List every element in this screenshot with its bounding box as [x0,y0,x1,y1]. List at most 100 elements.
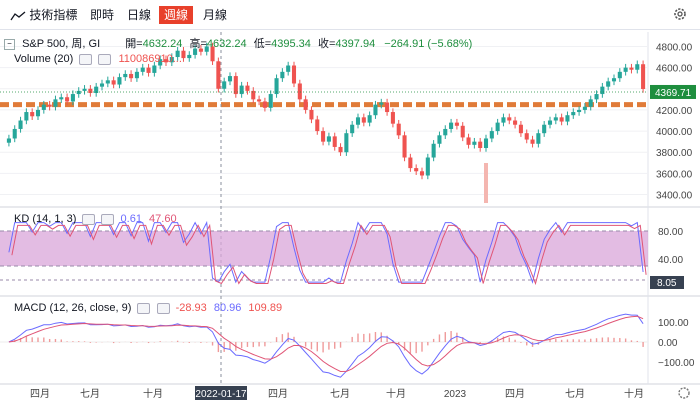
candle-body [24,112,29,121]
candle-body [99,83,105,87]
candle-body [268,94,273,108]
x-tick-label: 七月 [80,388,100,400]
close-value: 4397.94 [335,38,376,50]
candle-body [146,67,151,73]
candle-body [239,85,244,95]
candle-body [338,146,343,153]
candle-body [379,102,384,105]
kd-settings-icon[interactable] [82,213,96,225]
monthly-button[interactable]: 月線 [203,8,228,22]
candle-body [635,64,640,70]
candle-body [105,80,110,84]
candle-body [390,112,395,124]
macd-settings-icon[interactable] [137,302,151,314]
candle-body [472,141,477,145]
candle-body [82,88,87,91]
gear-icon[interactable] [672,6,688,22]
candle-body [117,77,122,85]
candle-body [449,122,454,129]
candle-body [169,57,174,63]
candle-body [291,65,297,84]
candle-body [303,99,308,110]
candle-body [175,50,180,58]
crosshair-date-tag [195,386,247,400]
candle-body [507,117,512,121]
kd-tick-label: 80.00 [658,227,683,238]
d-line [11,223,647,286]
volume-value: 110086910... [118,53,182,65]
candle-body [495,122,500,132]
candle-body [553,117,558,121]
candle-body [152,65,157,73]
candle-body [315,119,320,132]
candle-body [611,78,617,82]
candle-body [187,54,192,59]
candle-body [53,99,58,107]
candle-body [454,122,459,126]
daily-button[interactable]: 日線 [127,8,152,22]
candle-body [460,125,465,138]
macd-v1: -28.93 [175,302,207,314]
candle-body [41,104,46,110]
low-value: 4395.34 [271,38,311,50]
candle-body [396,123,401,136]
candle-body [524,133,529,140]
price-tick-label: 3800.00 [656,148,693,159]
candle-body [489,131,494,139]
weekly-button[interactable]: 週線 [159,6,194,24]
candle-body [297,83,302,100]
toolbar: 技術指標 即時 日線 週線 月線 [0,0,700,30]
kd-legend: KD (14, 1, 3) 0.61 47.60 [14,213,177,225]
chart-area[interactable]: 3400.003600.003800.004000.004200.004400.… [0,30,700,406]
candle-body [70,94,75,102]
last-price-tag [650,84,696,99]
visibility-icon[interactable] [79,53,93,65]
candle-body [402,135,407,158]
candle-body [210,46,215,62]
macd-tick-label: −100.00 [658,358,695,369]
candle-body [606,81,611,87]
macd-tick-label: 100.00 [658,318,689,329]
kd-close-icon[interactable] [101,213,115,225]
kd-tick-label: 40.00 [658,255,683,266]
x-tick-label: 十月 [386,387,406,400]
candle-body [530,139,535,144]
candle-body [123,73,128,78]
candle-body [355,117,361,125]
candle-body [478,141,483,148]
close-icon[interactable] [98,53,112,65]
d-value: 47.60 [149,213,177,225]
collapse-icon[interactable]: − [4,38,15,50]
candle-body [350,124,355,134]
x-tick-label: 四月 [30,388,50,400]
candle-body [542,124,547,134]
close-label: 收= [317,38,336,50]
x-tick-label: 十月 [143,387,163,400]
price-tick-label: 4000.00 [656,127,693,138]
high-value: 4632.24 [206,38,247,50]
candle-body [65,97,70,102]
candle-body [321,131,326,142]
candle-body [536,133,541,144]
macd-v3: 109.89 [248,302,283,314]
candle-body [547,120,553,125]
candle-body [129,73,134,79]
symbol-label: S&P 500, 周, GI [22,38,101,50]
price-tick-label: 4200.00 [656,106,693,117]
candle-body [111,80,116,85]
x-tick-label: 2023 [444,389,467,400]
candle-body [309,109,314,120]
macd-close-icon[interactable] [156,302,170,314]
indicators-button[interactable]: 技術指標 [6,6,81,24]
candle-body [12,128,17,139]
candle-body [286,65,291,72]
intraday-button[interactable]: 即時 [90,8,115,22]
candle-body [571,112,576,116]
candle-body [385,102,390,113]
macd-label: MACD (12, 26, close, 9) [14,302,132,314]
candle-body [222,81,227,89]
candle-body [443,128,448,136]
candle-body [59,97,64,100]
price-tick-label: 4600.00 [656,64,693,75]
candle-body [344,133,349,153]
